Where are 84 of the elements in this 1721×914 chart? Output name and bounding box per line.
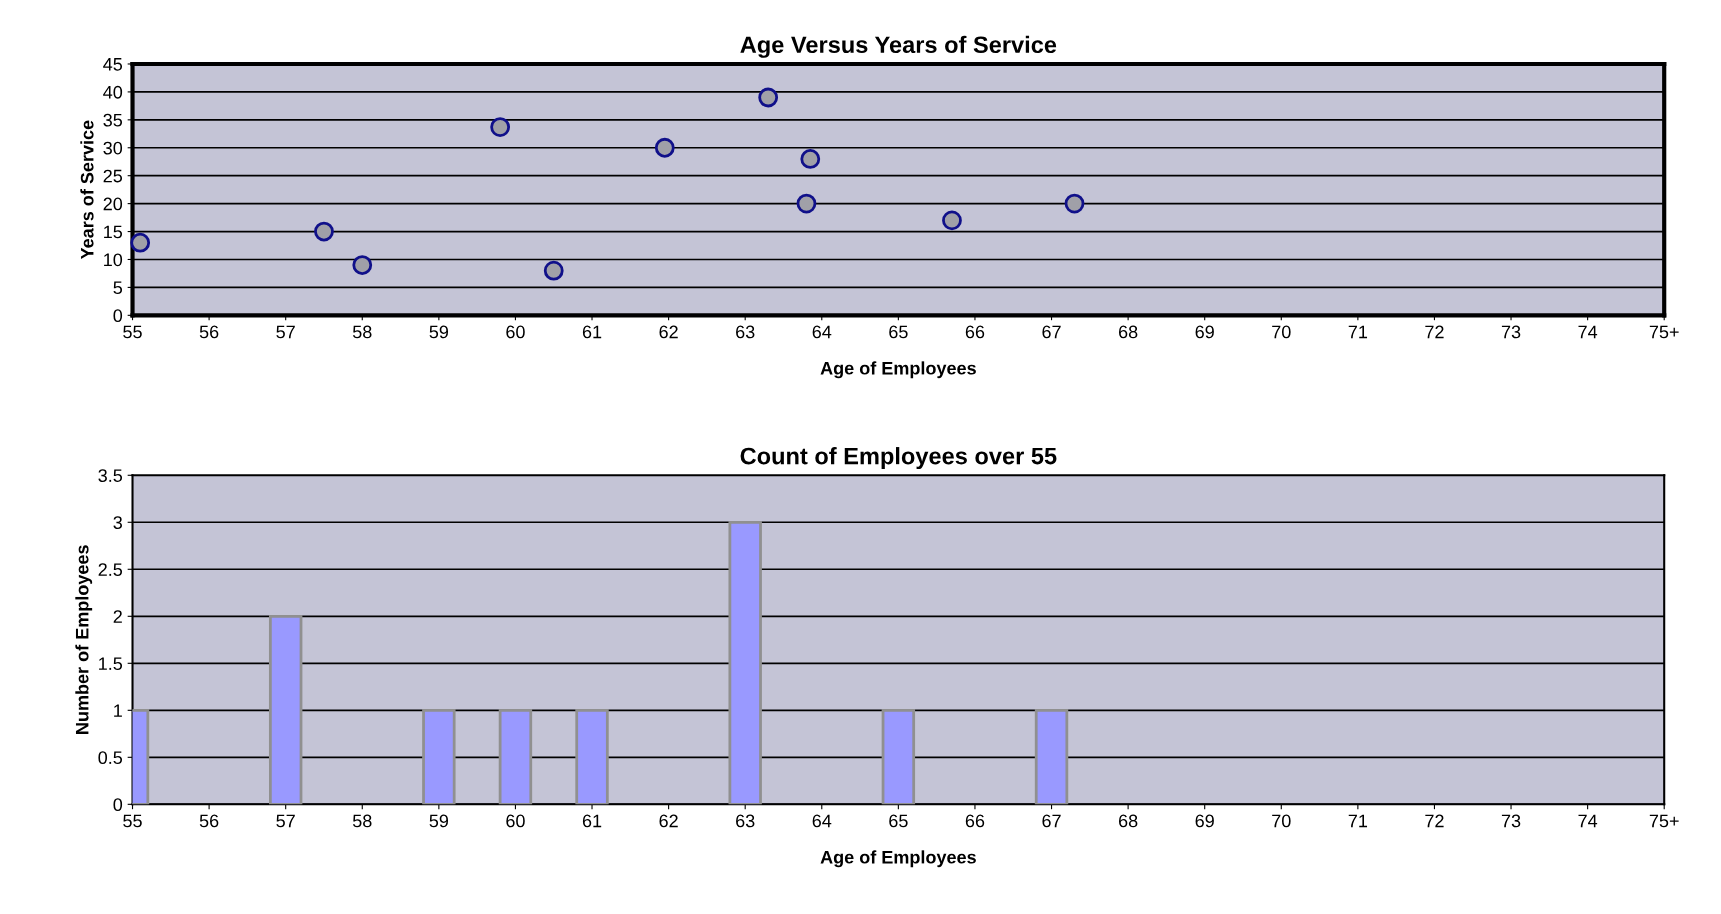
bar xyxy=(498,708,533,805)
x-tick-label: 60 xyxy=(506,814,525,828)
x-tick-label: 59 xyxy=(429,325,449,339)
x-tick-label: 69 xyxy=(1195,325,1214,339)
bar xyxy=(1034,708,1069,805)
x-tick-label: 68 xyxy=(1118,814,1138,828)
point xyxy=(490,117,511,137)
y-tick-label: 25 xyxy=(103,169,123,183)
x-tick-label: 56 xyxy=(199,814,219,828)
x-tick-label: 62 xyxy=(659,814,678,828)
point xyxy=(1064,193,1085,214)
x-tick-label: 57 xyxy=(276,814,295,828)
bar xyxy=(881,708,916,805)
x-tick-label: 64 xyxy=(812,814,832,828)
x-tick-label: 63 xyxy=(736,814,755,828)
x-tick-label: 58 xyxy=(352,814,372,828)
bar xyxy=(422,708,456,805)
x-tick-label: 73 xyxy=(1501,325,1521,339)
y-tick-label: 30 xyxy=(103,141,123,155)
y-tick-label: 0.5 xyxy=(98,751,123,765)
bar xyxy=(575,708,609,805)
point xyxy=(130,232,151,253)
y-axis-title: Number of Employees xyxy=(75,545,93,734)
x-tick-label: 65 xyxy=(889,325,908,339)
x-tick-label: 73 xyxy=(1501,814,1521,828)
bar xyxy=(268,614,303,805)
x-tick-label: 71 xyxy=(1348,325,1368,339)
y-tick-label: 45 xyxy=(103,58,123,71)
point xyxy=(314,221,334,242)
point xyxy=(942,210,962,231)
point xyxy=(352,255,373,275)
x-tick-label: 72 xyxy=(1425,325,1444,339)
y-tick-label: 0 xyxy=(113,798,123,812)
y-tick-label: 3 xyxy=(113,516,122,530)
x-tick-label: 75+ xyxy=(1649,325,1679,339)
x-tick-label: 67 xyxy=(1042,325,1061,339)
x-tick-label: 71 xyxy=(1348,814,1368,828)
x-tick-label: 72 xyxy=(1425,814,1444,828)
y-tick-label: 20 xyxy=(103,197,123,211)
x-tick-label: 66 xyxy=(965,325,985,339)
y-tick-label: 10 xyxy=(104,253,123,267)
x-tick-label: 55 xyxy=(123,814,142,828)
x-axis-title: Age of Employees xyxy=(820,361,976,379)
y-tick-label: 2 xyxy=(113,610,122,623)
y-tick-label: 1 xyxy=(114,704,122,717)
x-tick-label: 66 xyxy=(965,814,985,828)
x-tick-label: 62 xyxy=(659,325,678,339)
x-tick-label: 75+ xyxy=(1649,814,1679,828)
x-tick-label: 67 xyxy=(1042,814,1061,828)
x-tick-label: 69 xyxy=(1195,814,1214,828)
x-tick-label: 61 xyxy=(582,325,602,339)
x-tick-label: 74 xyxy=(1578,814,1598,828)
x-tick-label: 70 xyxy=(1272,325,1291,339)
x-tick-label: 55 xyxy=(123,325,142,339)
x-tick-label: 70 xyxy=(1272,814,1291,828)
y-tick-label: 1.5 xyxy=(99,657,123,671)
x-tick-label: 63 xyxy=(736,325,755,339)
y-tick-label: 35 xyxy=(103,113,123,127)
chart-title: Count of Employees over 55 xyxy=(740,447,1057,470)
y-tick-label: 40 xyxy=(103,85,123,99)
x-tick-label: 74 xyxy=(1578,325,1598,339)
point xyxy=(796,193,817,214)
x-tick-label: 59 xyxy=(429,814,449,828)
y-tick-label: 15 xyxy=(104,225,123,239)
x-tick-label: 60 xyxy=(506,325,525,339)
y-tick-label: 0 xyxy=(113,309,123,323)
x-tick-label: 65 xyxy=(889,814,908,828)
y-tick-label: 3.5 xyxy=(98,469,123,482)
x-tick-label: 56 xyxy=(199,325,219,339)
y-tick-label: 2.5 xyxy=(98,563,123,577)
x-tick-label: 64 xyxy=(812,325,832,339)
y-tick-label: 5 xyxy=(113,281,123,295)
point xyxy=(543,260,564,281)
chart-title: Age Versus Years of Service xyxy=(740,35,1057,58)
point xyxy=(758,87,779,108)
x-tick-label: 68 xyxy=(1118,325,1138,339)
bar xyxy=(728,520,762,805)
point xyxy=(654,137,675,158)
point xyxy=(800,149,821,169)
x-tick-label: 61 xyxy=(582,814,602,828)
x-axis-title: Age of Employees xyxy=(820,850,976,868)
x-tick-label: 58 xyxy=(352,325,372,339)
x-tick-label: 57 xyxy=(276,325,295,339)
y-axis-title: Years of Service xyxy=(80,120,94,260)
